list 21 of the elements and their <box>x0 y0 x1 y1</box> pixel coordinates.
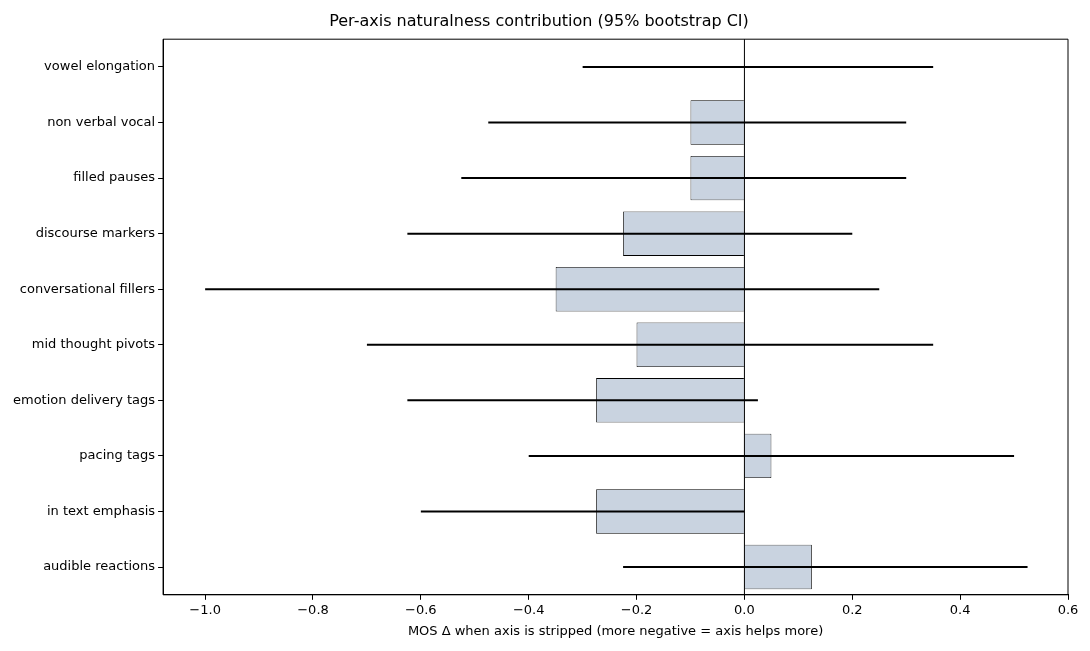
y-tick-label: non verbal vocal <box>47 113 156 129</box>
x-tick-label: 0.2 <box>841 601 863 617</box>
x-tick-label: −1.0 <box>189 601 221 617</box>
x-axis-title: MOS Δ when axis is stripped (more negative = axis helps more) <box>407 622 824 638</box>
x-tick-label: −0.4 <box>512 601 545 617</box>
x-tick-label: −0.6 <box>405 601 437 617</box>
y-tick-label: mid thought pivots <box>31 336 156 352</box>
y-tick-label: filled pauses <box>73 169 156 185</box>
x-tick-label: −0.8 <box>297 601 329 617</box>
x-tick-label: 0.0 <box>734 601 755 617</box>
y-tick-label: audible reactions <box>43 558 156 574</box>
x-tick-label: −0.2 <box>620 601 653 617</box>
y-tick-label: emotion delivery tags <box>13 391 156 407</box>
y-tick-label: vowel elongation <box>44 58 156 74</box>
y-tick-label: discourse markers <box>35 225 156 241</box>
y-tick-label: pacing tags <box>79 447 156 463</box>
y-tick-label: conversational fillers <box>19 280 156 296</box>
x-tick-label: 0.4 <box>949 601 971 617</box>
y-tick-label: in text emphasis <box>47 502 156 518</box>
chart-title: Per-axis naturalness contribution (95% bootstrap CI) <box>329 10 749 30</box>
x-tick-label: 0.6 <box>1057 601 1079 617</box>
